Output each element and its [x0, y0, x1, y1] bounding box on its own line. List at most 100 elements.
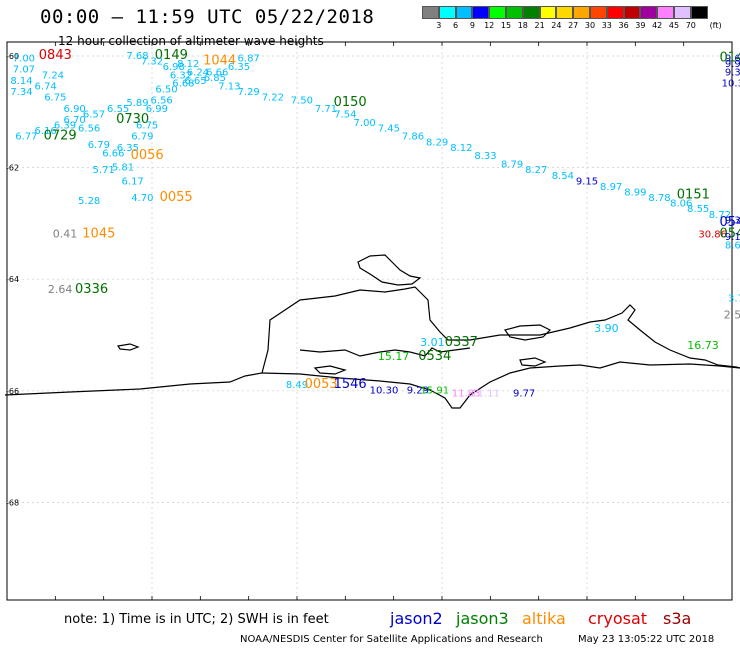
wave-height-label: 7.86 — [402, 132, 424, 143]
color-swatch — [589, 6, 607, 19]
lon-tick-label: 99 — [437, 604, 447, 605]
map-grid: -60-62-64-66-68-7090939699102105 — [2, 41, 740, 605]
wave-height-label: 0149 — [155, 48, 188, 63]
wave-height-label: 7.32 — [141, 56, 163, 67]
color-legend-tick: 36 — [618, 21, 629, 30]
wave-height-label: 15.17 — [378, 350, 410, 363]
wave-height-label: 15.91 — [420, 386, 449, 397]
wave-height-label: 7.00 — [13, 54, 35, 65]
wave-height-label: 6.50 — [155, 84, 177, 95]
wave-height-label: 9.37 — [725, 215, 740, 226]
wave-height-label: 0055 — [160, 190, 193, 205]
wave-height-label: 9.77 — [513, 388, 535, 399]
wave-height-label: 6.16 — [35, 126, 57, 137]
wave-height-label: 2.57 — [724, 308, 740, 321]
wave-height-label: 9.15 — [576, 176, 598, 187]
wave-height-label: 6.87 — [238, 54, 260, 65]
lon-tick-label: 105 — [724, 604, 739, 605]
wave-height-label: 0150 — [334, 95, 367, 110]
wave-height-label: 0542 — [719, 226, 740, 241]
lon-tick-label: 90 — [2, 604, 12, 605]
wave-height-label: 8.79 — [501, 160, 523, 171]
wave-height-label: 4.70 — [131, 193, 153, 204]
wave-height-label: 9.35 — [725, 68, 740, 79]
color-legend-tick: 18 — [517, 21, 528, 30]
generated-timestamp: May 23 13:05:22 UTC 2018 — [578, 634, 715, 645]
wave-height-label: 0056 — [131, 148, 164, 163]
wave-height-label: 7.07 — [13, 65, 35, 76]
coastline — [4, 254, 740, 409]
wave-height-label: 0337 — [445, 335, 478, 350]
wave-height-label: 6.90 — [64, 104, 86, 115]
wave-height-label: 0729 — [44, 129, 77, 144]
wave-height-label: 7.24 — [42, 70, 64, 81]
wave-height-label: 6.55 — [107, 104, 129, 115]
color-swatch — [522, 6, 540, 19]
wave-height-label: 9.10 — [725, 232, 740, 243]
color-legend-tick: 27 — [568, 21, 579, 30]
wave-height-label: 7.68 — [126, 51, 148, 62]
color-legend-unit: (ft) — [709, 21, 722, 30]
lat-tick-label: -68 — [6, 498, 19, 507]
wave-height-label: 5.71 — [93, 165, 115, 176]
color-swatch — [690, 6, 708, 19]
coastline-main — [4, 286, 740, 396]
wave-height-label: 5.81 — [112, 162, 134, 173]
wave-height-label: 9.29 — [407, 386, 429, 397]
island-2 — [504, 324, 552, 341]
color-swatch — [657, 6, 674, 19]
wave-height-label: 6.39 — [54, 121, 76, 132]
wave-height-label: 5.28 — [78, 196, 100, 207]
color-legend-tick: 9 — [469, 21, 475, 30]
wave-height-label: 6.98 — [163, 62, 185, 73]
color-swatch — [640, 6, 658, 19]
wave-height-label: 3.90 — [594, 322, 619, 335]
page-title: 00:00 – 11:59 UTC 05/22/2018 — [40, 6, 375, 28]
color-swatch — [472, 6, 490, 19]
wave-height-label: 8.55 — [687, 204, 709, 215]
lat-tick-label: -64 — [6, 275, 19, 284]
color-legend-tick: 3 — [436, 21, 442, 30]
color-legend — [422, 6, 708, 19]
wave-height-label: 8.27 — [525, 165, 547, 176]
wave-height-label: 6.79 — [88, 140, 110, 151]
wave-height-label: 8.49 — [286, 380, 308, 391]
wave-height-label: 6.77 — [15, 132, 37, 143]
wave-height-label: 7.00 — [354, 118, 376, 129]
wave-height-label: 6.75 — [136, 121, 158, 132]
island-3 — [116, 343, 140, 351]
color-legend-tick: 15 — [500, 21, 512, 30]
wave-height-label: 8.99 — [624, 188, 646, 199]
wave-height-label: 8.14 — [10, 76, 32, 87]
lon-tick-label: 102 — [579, 604, 594, 605]
color-swatch — [455, 6, 473, 19]
color-legend-tick: 30 — [584, 21, 596, 30]
wave-height-label: 6.65 — [184, 76, 206, 87]
color-legend-tick: 6 — [453, 21, 459, 30]
wave-height-label: 6.85 — [204, 73, 226, 84]
wave-height-label: 7.22 — [262, 93, 284, 104]
color-swatch — [489, 6, 506, 19]
lat-tick-label: -60 — [6, 52, 19, 61]
wave-height-label: 16.73 — [687, 339, 719, 352]
wave-height-label: 1045 — [82, 226, 115, 241]
color-swatch — [539, 6, 557, 19]
page-subtitle: 12 hour collection of altimeter wave hei… — [58, 34, 324, 48]
wave-height-label: 6.32 — [170, 70, 192, 81]
wave-height-label: 6.75 — [44, 93, 66, 104]
island-4 — [313, 365, 347, 375]
color-legend-tick: 42 — [652, 21, 663, 30]
footer-note: note: 1) Time is in UTC; 2) SWH is in fe… — [64, 612, 329, 627]
satellite-label-jason2: jason2 — [390, 609, 443, 628]
wave-height-label: 7.13 — [218, 81, 240, 92]
wave-height-label: 7.54 — [334, 109, 356, 120]
wave-height-label: 7.45 — [378, 123, 400, 134]
wave-height-label: 7.29 — [238, 87, 260, 98]
wave-height-label: 0336 — [75, 282, 108, 297]
lat-tick-label: -62 — [6, 164, 19, 173]
wave-height-label: 6.68 — [172, 79, 194, 90]
satellite-label-jason3: jason3 — [456, 609, 509, 628]
satellite-label-cryosat: cryosat — [588, 609, 648, 628]
lon-tick-label: 93 — [147, 604, 157, 605]
wave-height-label: 6.17 — [122, 176, 144, 187]
